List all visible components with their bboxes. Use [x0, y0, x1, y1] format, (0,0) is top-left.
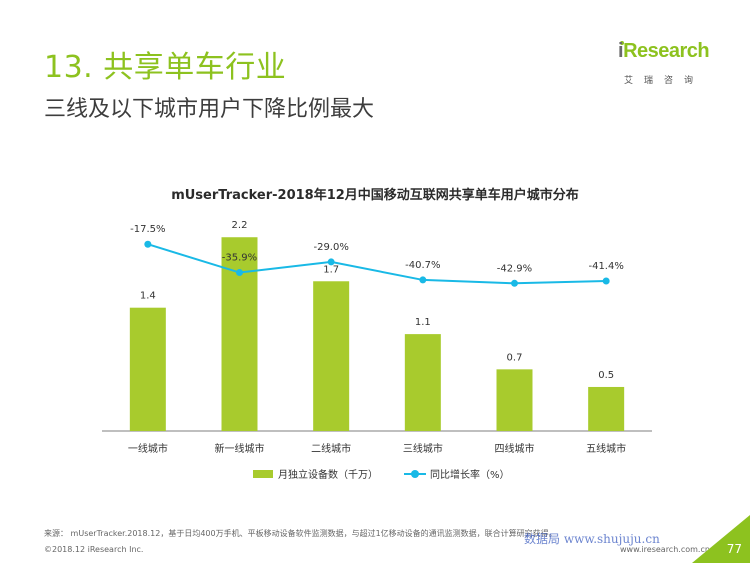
page-number: 77 [726, 542, 742, 556]
bar-label-5: 0.7 [507, 352, 523, 363]
line-point-5 [511, 279, 518, 287]
x-tick-label-4: 三线城市 [403, 442, 443, 455]
slide-title: 13. 共享单车行业 [44, 50, 287, 85]
line-point-6 [602, 277, 610, 285]
x-tick-label-2: 新一线城市 [215, 442, 265, 455]
website-link[interactable]: www.iresearch.com.cn [620, 545, 710, 554]
logo-wordmark: iResearch [618, 40, 710, 62]
bar-3 [313, 281, 350, 431]
page-corner: 77 [692, 515, 750, 563]
line-point-3 [327, 258, 335, 266]
legend-line-label: 同比增长率（%） [430, 470, 510, 481]
bar-2 [221, 237, 258, 431]
iresearch-logo: iResearch 艾瑞咨询 [618, 40, 718, 88]
chart-legend: 月独立设备数（千万） 同比增长率（%） [253, 466, 510, 481]
bar-label-1: 1.4 [140, 291, 156, 302]
line-label-4: -40.7% [405, 260, 440, 271]
logo-dot-icon [620, 41, 624, 45]
line-label-5: -42.9% [497, 263, 532, 274]
bar-label-6: 0.5 [598, 370, 614, 381]
bar-label-4: 1.1 [415, 317, 431, 328]
x-tick-label-1: 一线城市 [128, 442, 168, 455]
line-label-3: -29.0% [313, 242, 348, 253]
corner-decoration [692, 515, 750, 563]
watermark: 数据局 www.shujuju.cn [524, 532, 660, 546]
x-tick-label-3: 二线城市 [311, 442, 351, 455]
line-label-1: -17.5% [130, 224, 165, 235]
line-label-2: -35.9% [222, 253, 257, 264]
legend-bar-label: 月独立设备数（千万） [278, 470, 378, 481]
x-tick-label-5: 四线城市 [495, 442, 535, 455]
slide-subtitle: 三线及以下城市用户下降比例最大 [44, 97, 375, 122]
bar-1 [129, 307, 166, 431]
bar-label-2: 2.2 [232, 220, 248, 231]
copyright: ©2018.12 iResearch Inc. [44, 545, 144, 554]
line-point-2 [236, 269, 243, 277]
logo-subtitle: 艾瑞咨询 [624, 76, 705, 86]
line-point-4 [419, 276, 427, 284]
bar-4 [404, 334, 441, 431]
growth-rate-line [147, 243, 607, 285]
bar-label-3: 1.7 [323, 264, 339, 275]
x-tick-label-6: 五线城市 [586, 442, 626, 455]
line-label-6: -41.4% [588, 261, 623, 272]
legend-line-swatch [404, 469, 426, 478]
bar-5 [496, 369, 533, 431]
chart-title: mUserTracker-2018年12月中国移动互联网共享单车用户城市分布 [171, 188, 579, 203]
line-point-1 [144, 240, 152, 248]
legend-bar-swatch [253, 469, 273, 478]
source-note: 来源： mUserTracker.2018.12，基于日均400万手机、平板移动… [44, 529, 557, 538]
bar-6 [588, 386, 625, 431]
